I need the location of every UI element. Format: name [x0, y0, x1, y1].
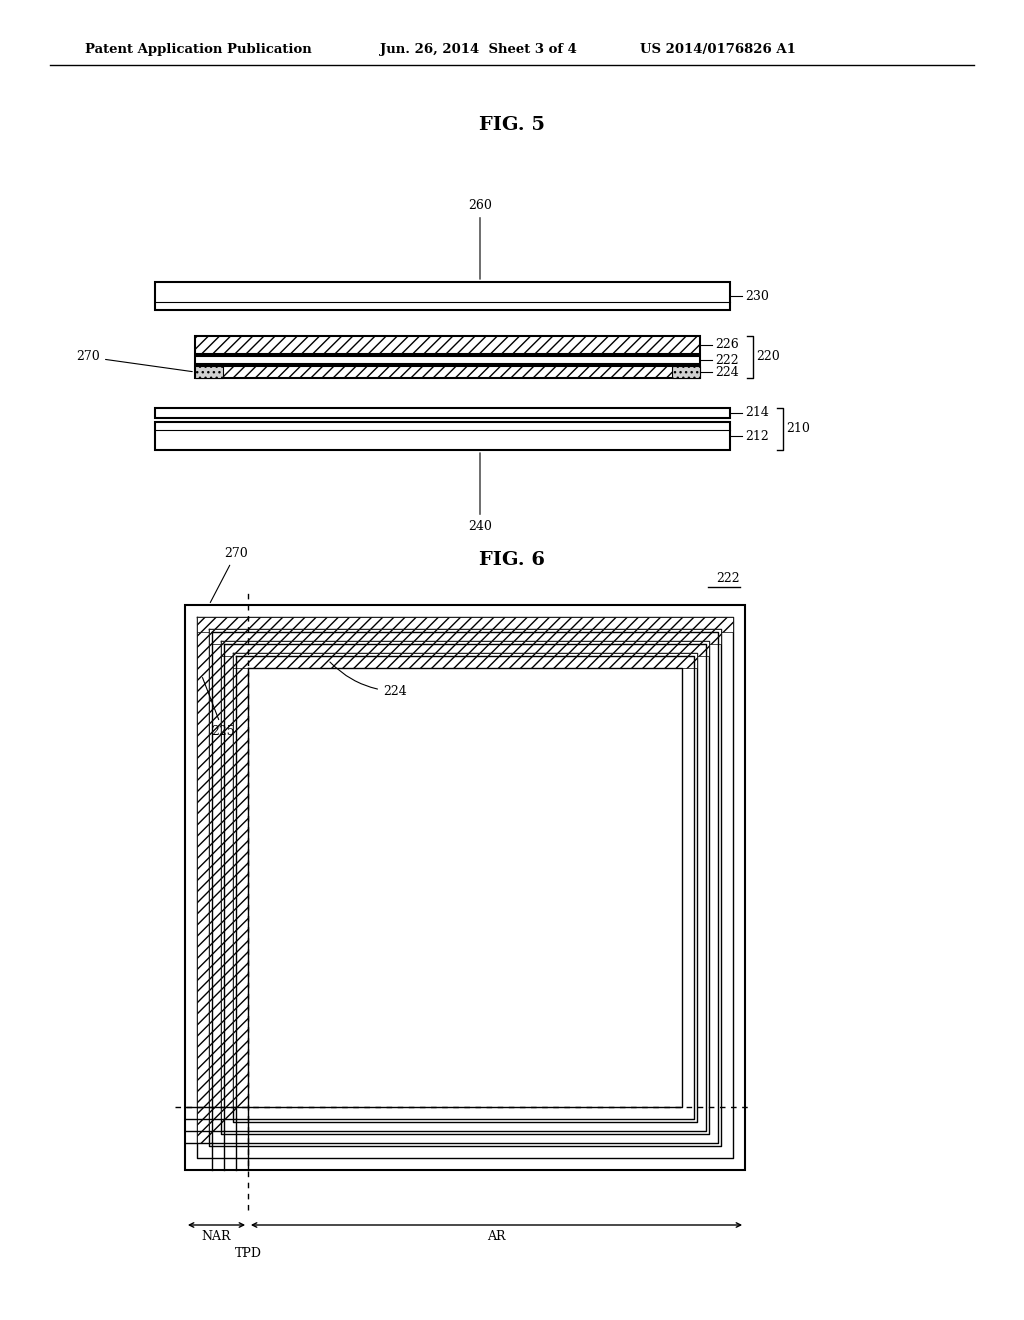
Bar — [195, 366, 700, 378]
Text: 270: 270 — [210, 546, 248, 602]
Text: AR: AR — [487, 1230, 506, 1243]
Bar — [209, 630, 224, 1131]
Text: 225: 225 — [203, 677, 236, 738]
Bar — [195, 337, 700, 354]
Text: 270: 270 — [76, 351, 193, 372]
Bar — [185, 605, 745, 1170]
Text: TPD: TPD — [234, 1247, 261, 1261]
Text: US 2014/0176826 A1: US 2014/0176826 A1 — [640, 44, 796, 57]
Bar — [672, 366, 700, 378]
Text: 212: 212 — [745, 429, 769, 442]
Text: 222: 222 — [717, 572, 740, 585]
Text: NAR: NAR — [202, 1230, 231, 1243]
Bar — [195, 366, 223, 378]
Text: FIG. 5: FIG. 5 — [479, 116, 545, 135]
Text: Jun. 26, 2014  Sheet 3 of 4: Jun. 26, 2014 Sheet 3 of 4 — [380, 44, 577, 57]
Text: 220: 220 — [756, 351, 779, 363]
Text: 260: 260 — [468, 199, 492, 280]
Text: 240: 240 — [468, 453, 492, 533]
Text: 222: 222 — [715, 354, 738, 367]
Bar — [197, 616, 212, 1143]
Bar — [233, 653, 697, 668]
Text: 224: 224 — [330, 663, 407, 698]
Bar — [155, 408, 730, 418]
Bar — [195, 356, 700, 364]
Text: 226: 226 — [715, 338, 738, 351]
Text: 230: 230 — [745, 289, 769, 302]
Bar — [155, 422, 730, 450]
Bar — [233, 653, 248, 1107]
Bar — [209, 630, 721, 644]
Text: Patent Application Publication: Patent Application Publication — [85, 44, 311, 57]
Bar — [221, 642, 236, 1119]
Text: 224: 224 — [715, 366, 738, 379]
Text: 214: 214 — [745, 407, 769, 420]
Bar — [197, 616, 733, 632]
Bar — [155, 282, 730, 310]
Text: FIG. 6: FIG. 6 — [479, 550, 545, 569]
Text: 210: 210 — [786, 422, 810, 436]
Bar — [221, 642, 709, 656]
